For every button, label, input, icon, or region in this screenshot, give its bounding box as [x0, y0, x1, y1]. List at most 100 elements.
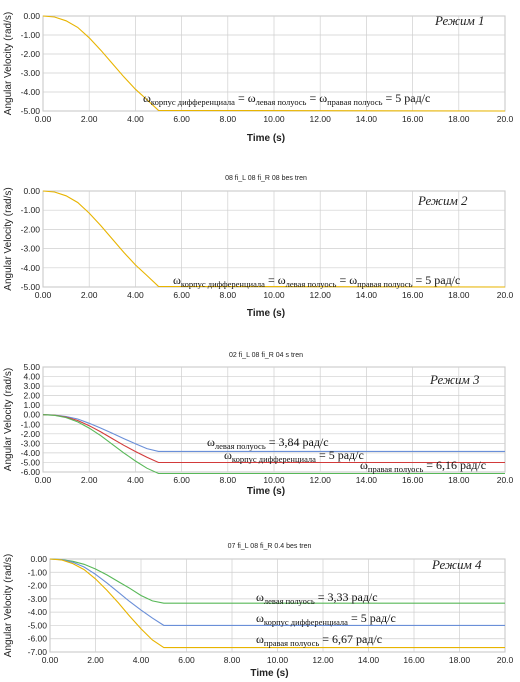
annotation-1: ωкорпус дифференциала = ωлевая полуось =… [173, 273, 460, 289]
y-tick-label: 0.00 [23, 410, 40, 420]
x-tick-label: 2.00 [81, 114, 98, 124]
mode-label: Режим 2 [417, 193, 468, 208]
x-tick-label: 18.00 [448, 290, 470, 300]
series-line-3 [49, 558, 505, 649]
y-tick-label: -4.00 [21, 448, 41, 458]
y-tick-label: 5.00 [23, 362, 40, 372]
chart-title: 02 fi_L 08 fi_R 04 s tren [229, 352, 303, 359]
x-tick-label: 14.00 [358, 655, 380, 665]
y-tick-label: -7.00 [28, 647, 48, 657]
x-tick-label: 10.00 [263, 475, 285, 485]
y-tick-label: -5.00 [21, 457, 41, 467]
x-tick-label: 4.00 [127, 290, 144, 300]
annotation-1: ωкорпус дифференциала = ωлевая полуось =… [143, 91, 430, 107]
y-tick-label: -2.00 [21, 224, 41, 234]
x-tick-label: 2.00 [81, 290, 98, 300]
x-tick-label: 10.00 [267, 655, 289, 665]
chart-panel-3: 0.00 2.00 4.00 6.00 8.00 10.00 12.00 14.00 16.00… [3, 352, 514, 497]
x-tick-label: 16.00 [403, 655, 425, 665]
x-tick-label: 20.0 [497, 290, 514, 300]
x-tick-label: 8.00 [224, 655, 241, 665]
x-axis-label: Time (s) [247, 486, 285, 497]
annotation-1: ωлевая полуось = 3,84 рад/с [207, 435, 329, 451]
y-tick-label: 2.00 [23, 391, 40, 401]
y-tick-label: -3.00 [28, 594, 48, 604]
x-tick-label: 20.0 [497, 475, 514, 485]
mode-label: Режим 4 [431, 557, 482, 572]
mode-label: Режим 3 [429, 372, 480, 387]
y-tick-label: -3.00 [21, 244, 41, 254]
y-tick-label: -5.00 [21, 106, 41, 116]
y-tick-label: -2.00 [21, 429, 41, 439]
y-tick-label: -6.00 [21, 467, 41, 477]
y-tick-label: -4.00 [21, 263, 41, 273]
x-tick-label: 6.00 [178, 655, 195, 665]
y-tick-label: 0.00 [30, 554, 47, 564]
y-tick-label: 3.00 [23, 381, 40, 391]
x-tick-label: 20.0 [497, 114, 514, 124]
x-tick-label: 12.00 [310, 475, 332, 485]
x-tick-label: 20.0 [497, 655, 514, 665]
x-tick-label: 0.00 [35, 290, 52, 300]
chart-title: 07 fi_L 08 fi_R 0.4 bes tren [228, 543, 312, 550]
series-line-1 [42, 15, 506, 112]
y-tick-label: -1.00 [21, 205, 41, 215]
y-tick-label: -3.00 [21, 438, 41, 448]
x-tick-label: 8.00 [220, 114, 237, 124]
series-line-2 [49, 558, 505, 626]
annotation-3: ωправая полуось = 6,16 рад/с [360, 458, 486, 474]
x-tick-label: 4.00 [127, 114, 144, 124]
x-tick-label: 10.00 [263, 290, 285, 300]
x-tick-label: 0.00 [42, 655, 59, 665]
y-axis-label: Angular Velocity (rad/s) [3, 554, 14, 657]
y-tick-label: -4.00 [21, 87, 41, 97]
x-axis-label: Time (s) [247, 308, 285, 319]
x-tick-label: 6.00 [173, 475, 190, 485]
annotation-2: ωкорпус дифференциала = 5 рад/с [224, 448, 364, 464]
y-tick-label: -6.00 [28, 634, 48, 644]
x-tick-label: 16.00 [402, 475, 424, 485]
y-tick-label: 4.00 [23, 372, 40, 382]
x-tick-label: 0.00 [35, 114, 52, 124]
x-axis-label: Time (s) [247, 133, 285, 144]
chart-title: 08 fi_L 08 fi_R 08 bes tren [225, 175, 307, 182]
y-tick-label: -4.00 [28, 607, 48, 617]
mode-label: Режим 1 [434, 13, 485, 28]
x-tick-label: 16.00 [402, 114, 424, 124]
y-tick-label: -2.00 [21, 49, 41, 59]
x-tick-label: 4.00 [127, 475, 144, 485]
x-tick-label: 10.00 [263, 114, 285, 124]
y-tick-label: -2.00 [28, 581, 48, 591]
x-tick-label: 0.00 [35, 475, 52, 485]
y-tick-label: -5.00 [28, 620, 48, 630]
y-tick-label: 0.00 [23, 11, 40, 21]
x-tick-label: 6.00 [173, 290, 190, 300]
y-tick-label: -1.00 [28, 567, 48, 577]
x-tick-label: 2.00 [87, 655, 104, 665]
x-tick-label: 18.00 [448, 114, 470, 124]
y-axis-label: Angular Velocity (rad/s) [3, 12, 14, 115]
x-tick-label: 18.00 [449, 655, 471, 665]
x-tick-label: 8.00 [220, 475, 237, 485]
x-tick-label: 14.00 [356, 475, 378, 485]
y-axis-label: Angular Velocity (rad/s) [3, 368, 14, 471]
series-line-1 [49, 558, 505, 604]
x-tick-label: 8.00 [220, 290, 237, 300]
x-tick-label: 2.00 [81, 475, 98, 485]
x-tick-label: 12.00 [310, 114, 332, 124]
chart-panel-1: 0.00 2.00 4.00 6.00 8.00 10.00 12.00 14.00 16.00… [3, 11, 514, 144]
annotation-3: ωправая полуось = 6,67 рад/с [256, 632, 382, 648]
x-axis-label: Time (s) [250, 668, 288, 679]
chart-panel-4: 0.00 2.00 4.00 6.00 8.00 10.00 12.00 14.00 16.00… [3, 543, 514, 679]
annotation-2: ωкорпус дифференциала = 5 рад/с [256, 611, 396, 627]
y-tick-label: 0.00 [23, 186, 40, 196]
y-tick-label: 1.00 [23, 400, 40, 410]
series-line-1 [42, 190, 506, 288]
y-tick-label: -5.00 [21, 282, 41, 292]
x-tick-label: 16.00 [402, 290, 424, 300]
annotation-1: ωлевая полуось = 3,33 рад/с [256, 590, 378, 606]
y-tick-label: -1.00 [21, 419, 41, 429]
x-tick-label: 4.00 [133, 655, 150, 665]
y-tick-label: -1.00 [21, 30, 41, 40]
